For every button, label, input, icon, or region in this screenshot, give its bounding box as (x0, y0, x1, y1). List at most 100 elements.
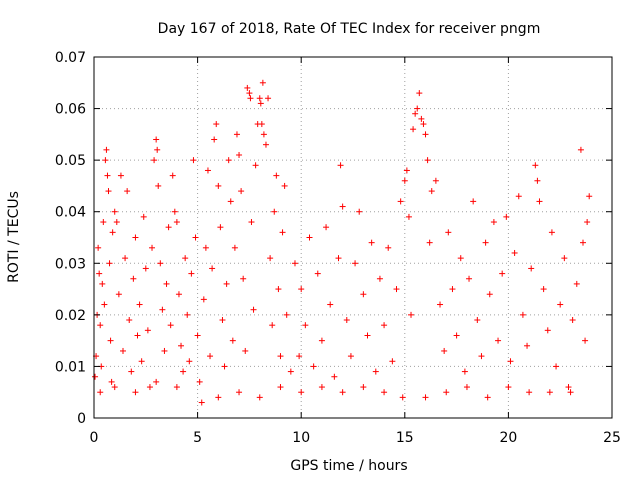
y-tick-label: 0.04 (55, 205, 86, 221)
data-point (302, 322, 309, 329)
data-point (511, 249, 518, 256)
data-point (109, 229, 116, 236)
data-point (165, 224, 172, 231)
data-point (103, 146, 110, 153)
data-point (339, 389, 346, 396)
data-point (97, 389, 104, 396)
data-point (271, 208, 278, 215)
data-point (124, 188, 131, 195)
data-point (178, 342, 185, 349)
data-point (534, 177, 541, 184)
data-point (108, 378, 115, 385)
data-point (422, 131, 429, 138)
data-point (265, 95, 272, 102)
data-point (536, 198, 543, 205)
data-point (453, 332, 460, 339)
data-point (463, 384, 470, 391)
data-point (577, 146, 584, 153)
data-point (557, 301, 564, 308)
data-point (461, 368, 468, 375)
data-point (372, 368, 379, 375)
data-point (298, 389, 305, 396)
data-point (519, 311, 526, 318)
data-point (138, 358, 145, 365)
data-point (296, 353, 303, 360)
grid-lines (94, 57, 612, 418)
data-point (426, 239, 433, 246)
data-point (256, 95, 263, 102)
data-point (258, 121, 265, 128)
y-tick-label: 0.05 (55, 153, 86, 169)
plot-frame (93, 56, 613, 419)
data-point (134, 332, 141, 339)
data-point (306, 234, 313, 241)
data-point (257, 100, 264, 107)
data-point (115, 291, 122, 298)
data-point (484, 394, 491, 401)
data-point (267, 255, 274, 262)
data-point (352, 260, 359, 267)
data-point (244, 84, 251, 91)
data-point (418, 115, 425, 122)
data-point (364, 332, 371, 339)
data-point (163, 280, 170, 287)
data-point (161, 347, 168, 354)
data-point (275, 286, 282, 293)
data-point (360, 291, 367, 298)
data-point (140, 213, 147, 220)
data-point (198, 399, 205, 406)
data-point (466, 275, 473, 282)
data-point (188, 270, 195, 277)
data-point (515, 193, 522, 200)
data-point (524, 342, 531, 349)
data-point (532, 162, 539, 169)
data-point (337, 162, 344, 169)
data-point (236, 151, 243, 158)
data-point (507, 358, 514, 365)
data-point (273, 172, 280, 179)
data-point (412, 110, 419, 117)
data-point (323, 224, 330, 231)
data-point (130, 275, 137, 282)
data-point (153, 378, 160, 385)
data-point (240, 275, 247, 282)
data-point (209, 265, 216, 272)
data-point (204, 167, 211, 174)
data-point (445, 229, 452, 236)
data-point (180, 368, 187, 375)
data-point (457, 255, 464, 262)
data-point (250, 306, 257, 313)
data-point (401, 177, 408, 184)
data-point (120, 347, 127, 354)
axis-ticks: 0 0.01 0.02 0.03 0.04 0.05 0.06 0.07 0 5 10 15 20 25 (55, 50, 621, 446)
data-point (397, 198, 404, 205)
data-point (410, 126, 417, 133)
data-point (561, 255, 568, 262)
data-point (505, 384, 512, 391)
data-point (215, 182, 222, 189)
data-point (482, 239, 489, 246)
data-point (422, 394, 429, 401)
y-tick-label: 0 (77, 411, 86, 427)
data-point (356, 208, 363, 215)
data-point (225, 157, 232, 164)
data-point (122, 255, 129, 262)
data-point (221, 363, 228, 370)
data-point (95, 244, 102, 251)
y-tick-label: 0.07 (55, 50, 86, 66)
data-point (449, 286, 456, 293)
data-point (217, 224, 224, 231)
data-point (92, 373, 99, 380)
data-point (277, 353, 284, 360)
x-tick-label: 5 (193, 430, 202, 446)
data-point (281, 182, 288, 189)
data-point (546, 389, 553, 396)
data-point (381, 322, 388, 329)
data-point (318, 384, 325, 391)
data-point (196, 378, 203, 385)
data-point (132, 389, 139, 396)
data-point (113, 219, 120, 226)
x-tick-label: 10 (292, 430, 310, 446)
data-point (310, 363, 317, 370)
data-point (385, 244, 392, 251)
